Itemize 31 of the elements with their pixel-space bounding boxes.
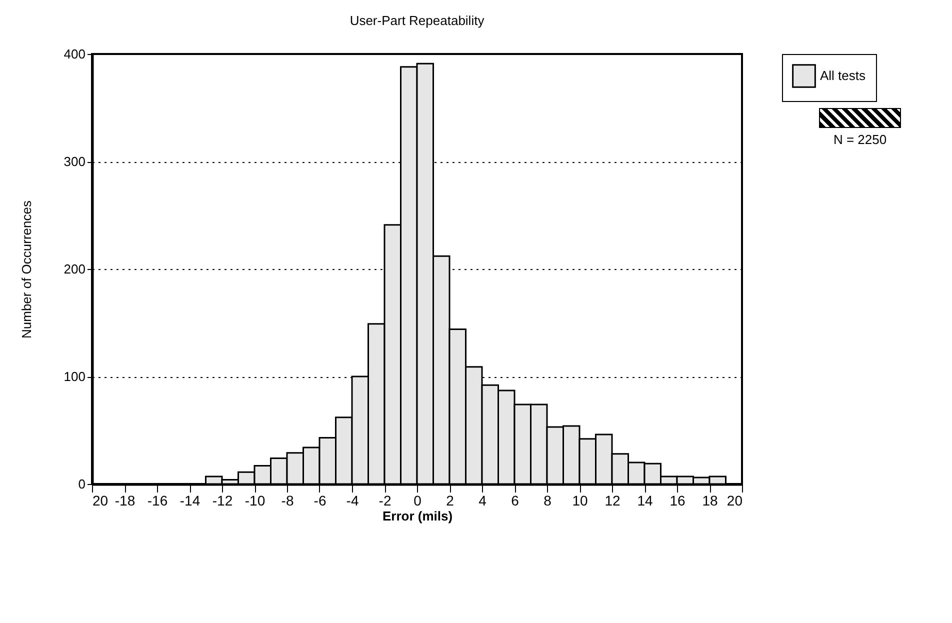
x-tick-label: -4 [346, 492, 359, 508]
x-tick-label: 12 [604, 492, 620, 508]
x-tick-label: 2 [446, 492, 454, 508]
text: N = 2250 [833, 132, 887, 147]
x-tick-label: 8 [544, 492, 552, 508]
y-tick-label: 300 [64, 154, 86, 169]
x-tick-label: 18 [702, 492, 718, 508]
x-tick-label: 20 [726, 492, 743, 508]
x-tick-label: -14 [180, 492, 200, 508]
x-tick-label: -18 [114, 492, 136, 508]
x-tick-label: -12 [212, 492, 233, 508]
x-tick-label: 16 [670, 492, 686, 508]
x-tick-label: 6 [511, 492, 520, 508]
x-tick-label: -6 [314, 492, 326, 508]
x-tick-label: 4 [478, 492, 487, 508]
y-tick-label: 100 [64, 369, 86, 384]
chart-title: User-Part Repeatability [350, 13, 485, 28]
x-tick-label: -10 [244, 492, 266, 508]
x-tick-label: -2 [378, 492, 392, 508]
y-tick-label: 400 [64, 46, 86, 62]
x-tick-label: -8 [281, 492, 294, 508]
y-tick-label: 0 [78, 476, 86, 492]
x-axis-title: Error (mils) [382, 508, 453, 524]
y-tick-label: 200 [64, 262, 86, 276]
legend-label: All tests [820, 68, 866, 83]
x-tick-label: 10 [572, 492, 588, 508]
x-tick-label: 20 [92, 492, 108, 508]
x-tick-label: -16 [147, 492, 168, 508]
x-tick-label: 14 [637, 492, 653, 508]
y-axis-title: Number of Occurrences [18, 200, 34, 338]
x-tick-label: 0 [414, 492, 422, 508]
